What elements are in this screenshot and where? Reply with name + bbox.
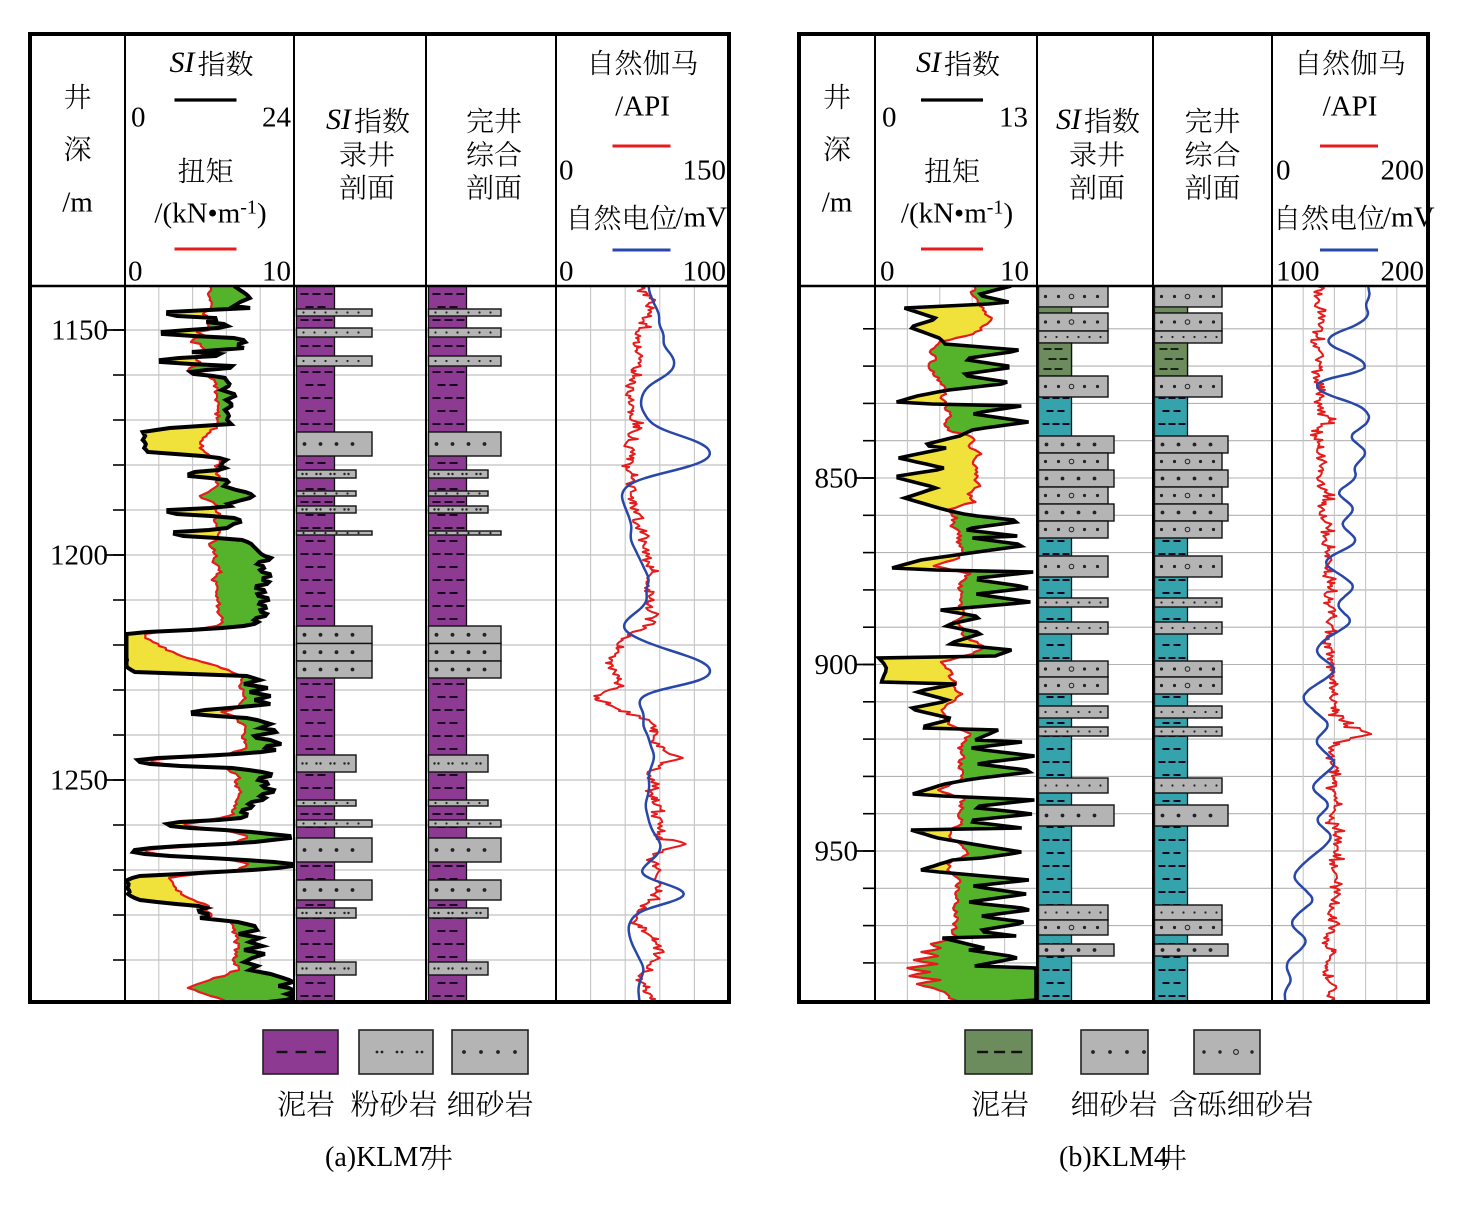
svg-text:0: 0 [880, 256, 895, 288]
svg-text:1150: 1150 [51, 315, 108, 347]
svg-text:150: 150 [683, 155, 727, 187]
svg-text:/m: /m [822, 187, 853, 219]
svg-text:0: 0 [559, 155, 574, 187]
svg-text:/API: /API [615, 91, 670, 123]
svg-text:24: 24 [262, 102, 292, 134]
svg-text:/mV: /mV [1383, 202, 1435, 234]
svg-text:1250: 1250 [50, 765, 108, 797]
svg-text:900: 900 [815, 649, 859, 681]
svg-text:SI: SI [1056, 103, 1083, 136]
svg-text:SI: SI [170, 46, 197, 79]
svg-text:1200: 1200 [50, 540, 108, 572]
svg-text:0: 0 [1276, 155, 1291, 187]
svg-text:SI: SI [916, 46, 943, 79]
svg-text:/mV: /mV [676, 202, 728, 234]
svg-text:850: 850 [815, 463, 859, 495]
svg-text:(b)KLM4: (b)KLM4 [1059, 1142, 1168, 1173]
svg-text:0: 0 [559, 256, 574, 288]
svg-text:/API: /API [1323, 91, 1378, 123]
svg-text:SI: SI [326, 103, 353, 136]
svg-text:10: 10 [262, 256, 291, 288]
svg-text:/m: /m [62, 187, 93, 219]
svg-text:200: 200 [1381, 256, 1425, 288]
svg-text:950: 950 [815, 836, 859, 868]
svg-text:10: 10 [1000, 256, 1029, 288]
svg-text:(a)KLM7: (a)KLM7 [325, 1142, 432, 1173]
svg-text:0: 0 [882, 102, 897, 134]
svg-text:0: 0 [128, 256, 143, 288]
svg-text:100: 100 [683, 256, 727, 288]
svg-text:100: 100 [1276, 256, 1320, 288]
svg-text:0: 0 [131, 102, 146, 134]
svg-text:200: 200 [1381, 155, 1425, 187]
svg-text:13: 13 [999, 102, 1028, 134]
